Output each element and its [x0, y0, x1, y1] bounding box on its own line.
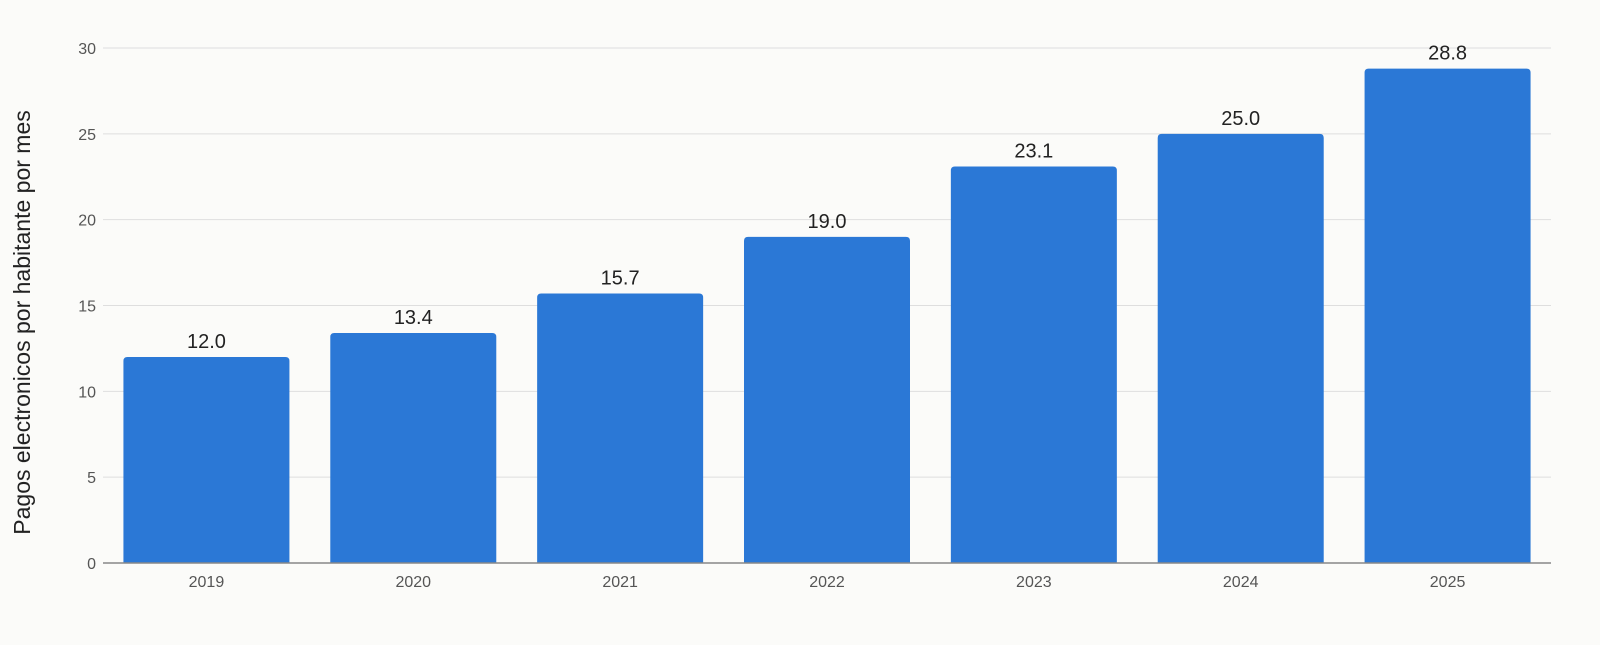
x-tick-label-2024: 2024 [1223, 574, 1259, 591]
data-label-2022: 19.0 [808, 211, 847, 233]
y-tick-label: 0 [87, 556, 96, 573]
data-labels: 12.0 13.4 15.7 19.0 23.1 25.0 28.8 [187, 43, 1467, 353]
bar-2021 [537, 293, 704, 563]
x-tick-label-2023: 2023 [1016, 574, 1052, 591]
y-tick-label: 5 [87, 470, 96, 487]
bar-2025 [1364, 68, 1531, 563]
bar-2022 [744, 236, 910, 564]
bar-2023 [950, 166, 1117, 563]
bars [123, 68, 1531, 564]
x-tick-label-2019: 2019 [189, 574, 225, 591]
y-tick-label: 30 [78, 41, 96, 58]
y-tick-label: 25 [78, 127, 96, 144]
y-axis-title: Pagos electronicos por habitante por mes [9, 110, 35, 534]
y-tick-labels: 0 5 10 15 20 25 30 [78, 41, 96, 573]
x-tick-label-2022: 2022 [809, 574, 845, 591]
bar-2020 [330, 332, 497, 563]
data-label-2025: 28.8 [1428, 43, 1467, 65]
data-label-2020: 13.4 [394, 307, 433, 329]
x-tick-label-2025: 2025 [1430, 574, 1466, 591]
y-tick-label: 10 [78, 384, 96, 401]
data-label-2021: 15.7 [601, 267, 640, 289]
x-tick-label-2021: 2021 [602, 574, 638, 591]
x-tick-label-2020: 2020 [395, 574, 431, 591]
x-tick-labels: 2019 2020 2021 2022 2023 2024 2025 [189, 574, 1466, 591]
data-label-2024: 25.0 [1221, 108, 1260, 130]
y-tick-label: 15 [78, 299, 96, 316]
bar-2019 [123, 357, 290, 563]
data-label-2023: 23.1 [1014, 140, 1053, 162]
y-tick-label: 20 [78, 213, 96, 230]
data-label-2019: 12.0 [187, 331, 226, 353]
bar-2024 [1157, 133, 1324, 564]
